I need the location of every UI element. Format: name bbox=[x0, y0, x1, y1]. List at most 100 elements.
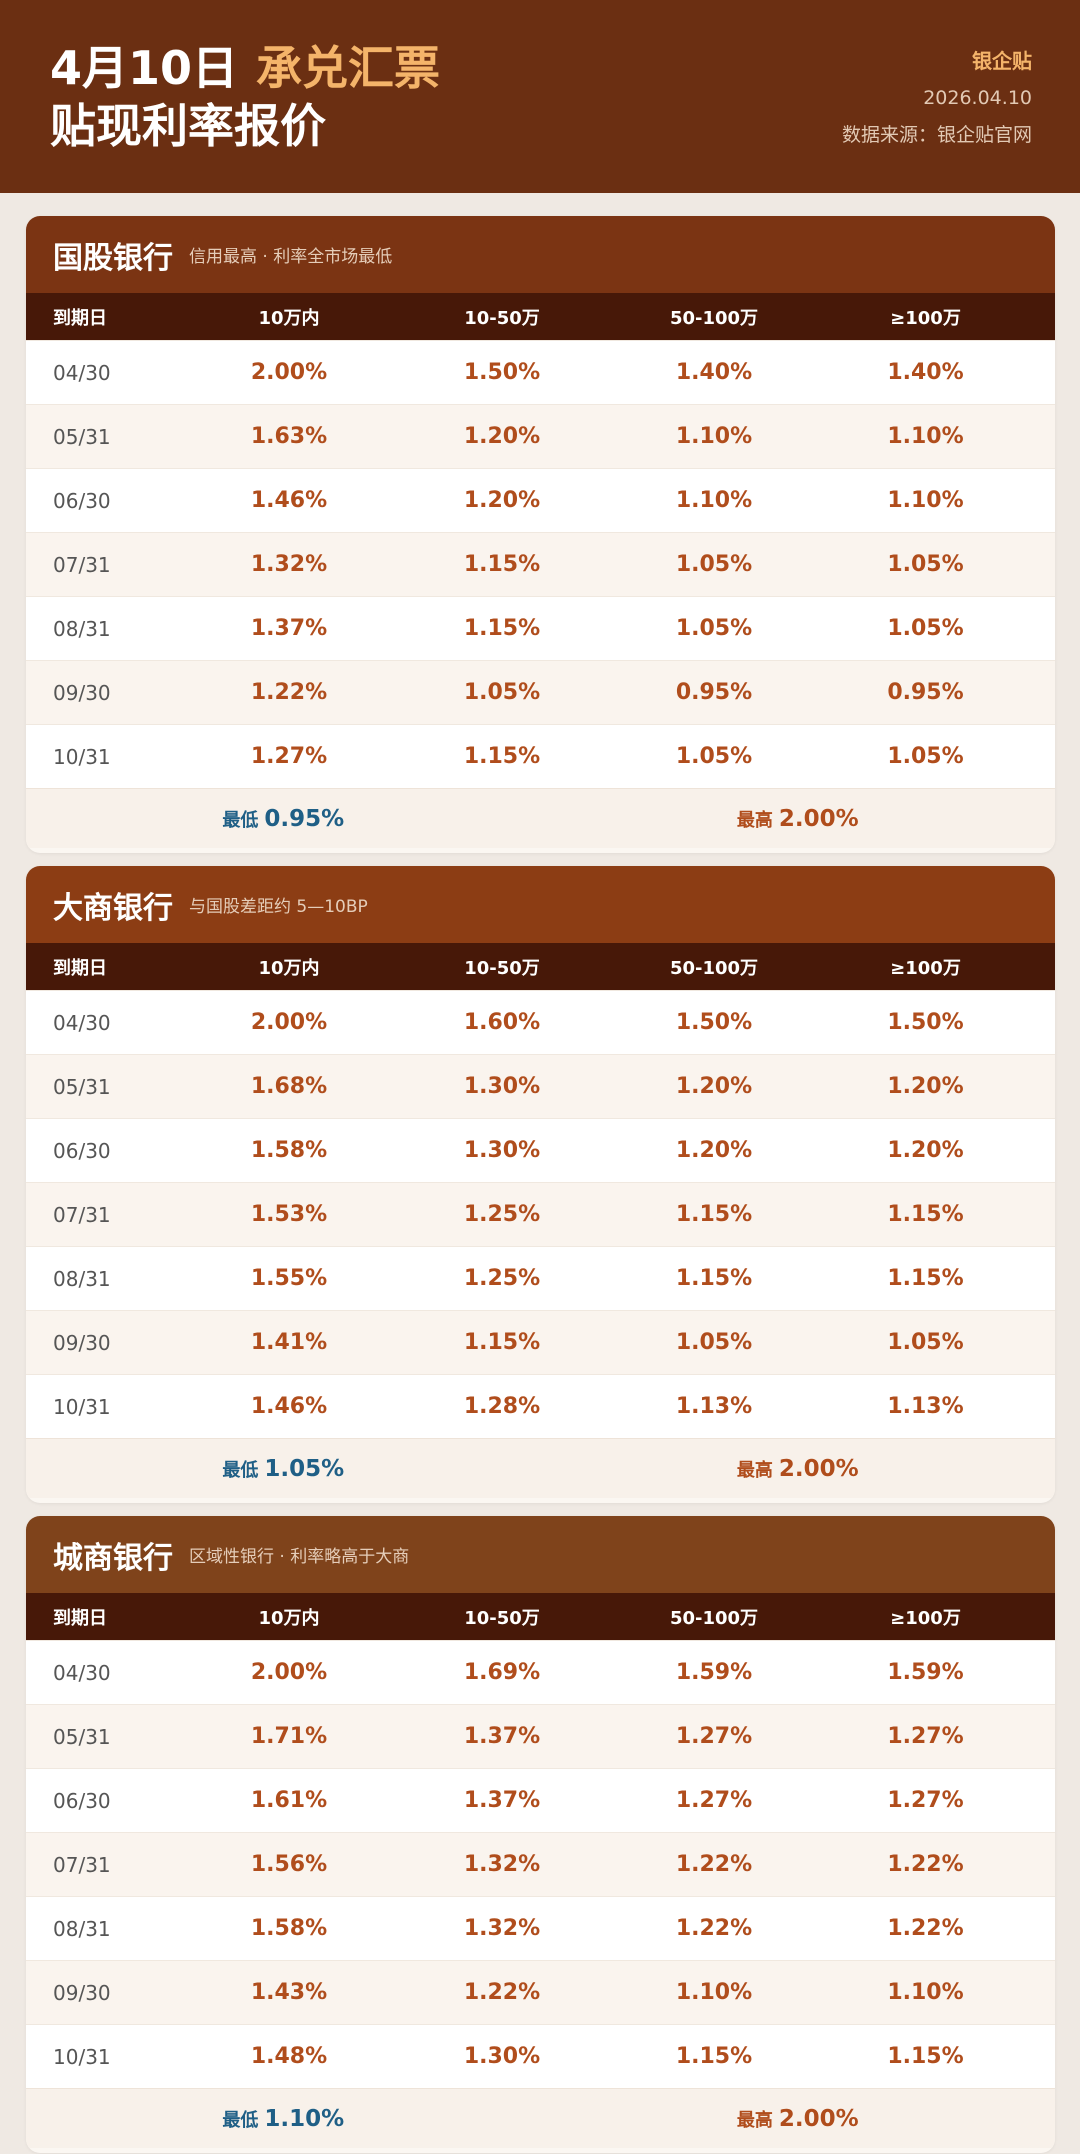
cell-expiry-date: 04/30 bbox=[53, 360, 111, 385]
column-header-rate-over-1m: ≥100万 bbox=[890, 957, 961, 979]
cell-rate-under-100k: 1.48% bbox=[250, 2044, 328, 2069]
cell-rate-under-100k: 1.22% bbox=[250, 680, 328, 705]
cell-rate-100k-500k: 1.05% bbox=[463, 680, 541, 705]
cell-expiry-date: 08/31 bbox=[53, 1916, 111, 1941]
cell-rate-500k-1m: 1.20% bbox=[675, 1138, 753, 1163]
cell-rate-over-1m: 1.05% bbox=[887, 552, 964, 577]
cell-rate-over-1m: 1.27% bbox=[887, 1788, 964, 1813]
table-row: 07/31 1.32% 1.15% 1.05% 1.05% bbox=[26, 532, 1055, 596]
table-row: 10/31 1.27% 1.15% 1.05% 1.05% bbox=[26, 724, 1055, 788]
card-title: 国股银行 bbox=[53, 240, 173, 276]
column-header-expiry-date: 到期日 bbox=[53, 307, 107, 329]
cell-rate-under-100k: 1.46% bbox=[250, 488, 328, 513]
cell-expiry-date: 10/31 bbox=[53, 744, 111, 769]
header-accent-title: 承兑汇票 bbox=[256, 41, 441, 95]
cell-rate-500k-1m: 1.27% bbox=[675, 1788, 753, 1813]
rate-summary: 最低 0.95% 最高 2.00% bbox=[26, 788, 1055, 848]
rate-card-guogu: 国股银行 信用最高 · 利率全市场最低 到期日 10万内 10-50万 50-100万 ≥1… bbox=[26, 216, 1055, 853]
cell-expiry-date: 05/31 bbox=[53, 424, 111, 449]
cell-rate-over-1m: 1.05% bbox=[887, 616, 964, 641]
cell-rate-under-100k: 1.37% bbox=[250, 616, 328, 641]
cell-rate-under-100k: 1.58% bbox=[250, 1138, 328, 1163]
cell-rate-500k-1m: 1.05% bbox=[675, 616, 753, 641]
cell-rate-100k-500k: 1.15% bbox=[463, 744, 541, 769]
highest-rate: 最高 2.00% bbox=[541, 806, 1056, 832]
cell-rate-100k-500k: 1.37% bbox=[463, 1788, 541, 1813]
cell-rate-100k-500k: 1.30% bbox=[463, 2044, 541, 2069]
cell-rate-under-100k: 1.68% bbox=[250, 1074, 328, 1099]
highest-rate-value: 2.00% bbox=[778, 2105, 859, 2132]
table-row: 10/31 1.48% 1.30% 1.15% 1.15% bbox=[26, 2024, 1055, 2088]
cell-rate-under-100k: 1.46% bbox=[250, 1394, 328, 1419]
card-header: 大商银行 与国股差距约 5—10BP bbox=[26, 866, 1055, 943]
cell-rate-100k-500k: 1.32% bbox=[463, 1916, 541, 1941]
card-title: 大商银行 bbox=[53, 890, 173, 926]
cell-rate-500k-1m: 1.40% bbox=[675, 360, 753, 385]
cell-rate-under-100k: 1.53% bbox=[250, 1202, 328, 1227]
cell-expiry-date: 09/30 bbox=[53, 1980, 111, 2005]
cell-rate-under-100k: 2.00% bbox=[250, 1660, 328, 1685]
cell-expiry-date: 04/30 bbox=[53, 1660, 111, 1685]
data-source: 数据来源：银企贴官网 bbox=[841, 124, 1032, 146]
cell-expiry-date: 07/31 bbox=[53, 1202, 111, 1227]
highest-rate: 最高 2.00% bbox=[541, 1456, 1056, 1482]
table-row: 04/30 2.00% 1.69% 1.59% 1.59% bbox=[26, 1640, 1055, 1704]
cell-rate-over-1m: 1.05% bbox=[887, 744, 964, 769]
cell-rate-100k-500k: 1.30% bbox=[463, 1074, 541, 1099]
cell-rate-100k-500k: 1.32% bbox=[463, 1852, 541, 1877]
cell-rate-under-100k: 1.58% bbox=[250, 1916, 328, 1941]
table-row: 08/31 1.55% 1.25% 1.15% 1.15% bbox=[26, 1246, 1055, 1310]
cell-rate-under-100k: 1.63% bbox=[250, 424, 328, 449]
cell-expiry-date: 06/30 bbox=[53, 1788, 111, 1813]
cell-rate-100k-500k: 1.69% bbox=[463, 1660, 541, 1685]
card-header: 城商银行 区域性银行 · 利率略高于大商 bbox=[26, 1516, 1055, 1593]
table-row: 05/31 1.71% 1.37% 1.27% 1.27% bbox=[26, 1704, 1055, 1768]
cell-rate-500k-1m: 1.15% bbox=[675, 2044, 753, 2069]
cell-rate-500k-1m: 1.15% bbox=[675, 1202, 753, 1227]
highest-rate-label: 最高 bbox=[736, 809, 773, 831]
cell-rate-100k-500k: 1.30% bbox=[463, 1138, 541, 1163]
cell-rate-500k-1m: 1.10% bbox=[675, 488, 753, 513]
cell-rate-over-1m: 1.10% bbox=[887, 1980, 964, 2005]
cell-expiry-date: 09/30 bbox=[53, 680, 111, 705]
column-header-rate-500k-1m: 50-100万 bbox=[669, 307, 759, 329]
column-header-rate-100k-500k: 10-50万 bbox=[464, 957, 540, 979]
cell-rate-under-100k: 1.43% bbox=[250, 1980, 328, 2005]
table-header: 到期日 10万内 10-50万 50-100万 ≥100万 bbox=[26, 293, 1055, 340]
cell-rate-under-100k: 1.71% bbox=[250, 1724, 328, 1749]
cell-rate-over-1m: 1.59% bbox=[887, 1660, 964, 1685]
cell-rate-500k-1m: 1.15% bbox=[675, 1266, 753, 1291]
table-row: 04/30 2.00% 1.60% 1.50% 1.50% bbox=[26, 990, 1055, 1054]
cell-expiry-date: 06/30 bbox=[53, 488, 111, 513]
column-header-rate-under-100k: 10万内 bbox=[258, 1607, 320, 1629]
cell-expiry-date: 07/31 bbox=[53, 1852, 111, 1877]
table-row: 05/31 1.68% 1.30% 1.20% 1.20% bbox=[26, 1054, 1055, 1118]
cell-expiry-date: 06/30 bbox=[53, 1138, 111, 1163]
cell-rate-500k-1m: 0.95% bbox=[675, 680, 753, 705]
table-row: 09/30 1.43% 1.22% 1.10% 1.10% bbox=[26, 1960, 1055, 2024]
cell-rate-500k-1m: 1.20% bbox=[675, 1074, 753, 1099]
cell-rate-over-1m: 1.13% bbox=[887, 1394, 964, 1419]
cell-rate-100k-500k: 1.15% bbox=[463, 616, 541, 641]
card-subtitle: 与国股差距约 5—10BP bbox=[189, 897, 368, 917]
cell-rate-over-1m: 1.50% bbox=[887, 1010, 964, 1035]
cell-rate-500k-1m: 1.13% bbox=[675, 1394, 753, 1419]
cell-rate-500k-1m: 1.59% bbox=[675, 1660, 753, 1685]
cell-rate-over-1m: 1.15% bbox=[887, 2044, 964, 2069]
cell-rate-over-1m: 1.22% bbox=[887, 1852, 964, 1877]
rate-card-dashang: 大商银行 与国股差距约 5—10BP 到期日 10万内 10-50万 50-100万 ≥10… bbox=[26, 866, 1055, 1503]
header-date: 4月10日 bbox=[50, 41, 239, 95]
cell-rate-over-1m: 1.20% bbox=[887, 1138, 964, 1163]
lowest-rate-label: 最低 bbox=[222, 2109, 259, 2131]
cell-rate-100k-500k: 1.20% bbox=[463, 488, 541, 513]
card-subtitle: 区域性银行 · 利率略高于大商 bbox=[189, 1547, 410, 1567]
cell-expiry-date: 10/31 bbox=[53, 2044, 111, 2069]
cell-rate-500k-1m: 1.10% bbox=[675, 424, 753, 449]
brand-name: 银企贴 bbox=[972, 49, 1032, 73]
cell-expiry-date: 05/31 bbox=[53, 1074, 111, 1099]
lowest-rate-value: 1.10% bbox=[264, 2105, 345, 2132]
cell-expiry-date: 05/31 bbox=[53, 1724, 111, 1749]
table-row: 06/30 1.58% 1.30% 1.20% 1.20% bbox=[26, 1118, 1055, 1182]
table-row: 06/30 1.61% 1.37% 1.27% 1.27% bbox=[26, 1768, 1055, 1832]
table-header: 到期日 10万内 10-50万 50-100万 ≥100万 bbox=[26, 943, 1055, 990]
